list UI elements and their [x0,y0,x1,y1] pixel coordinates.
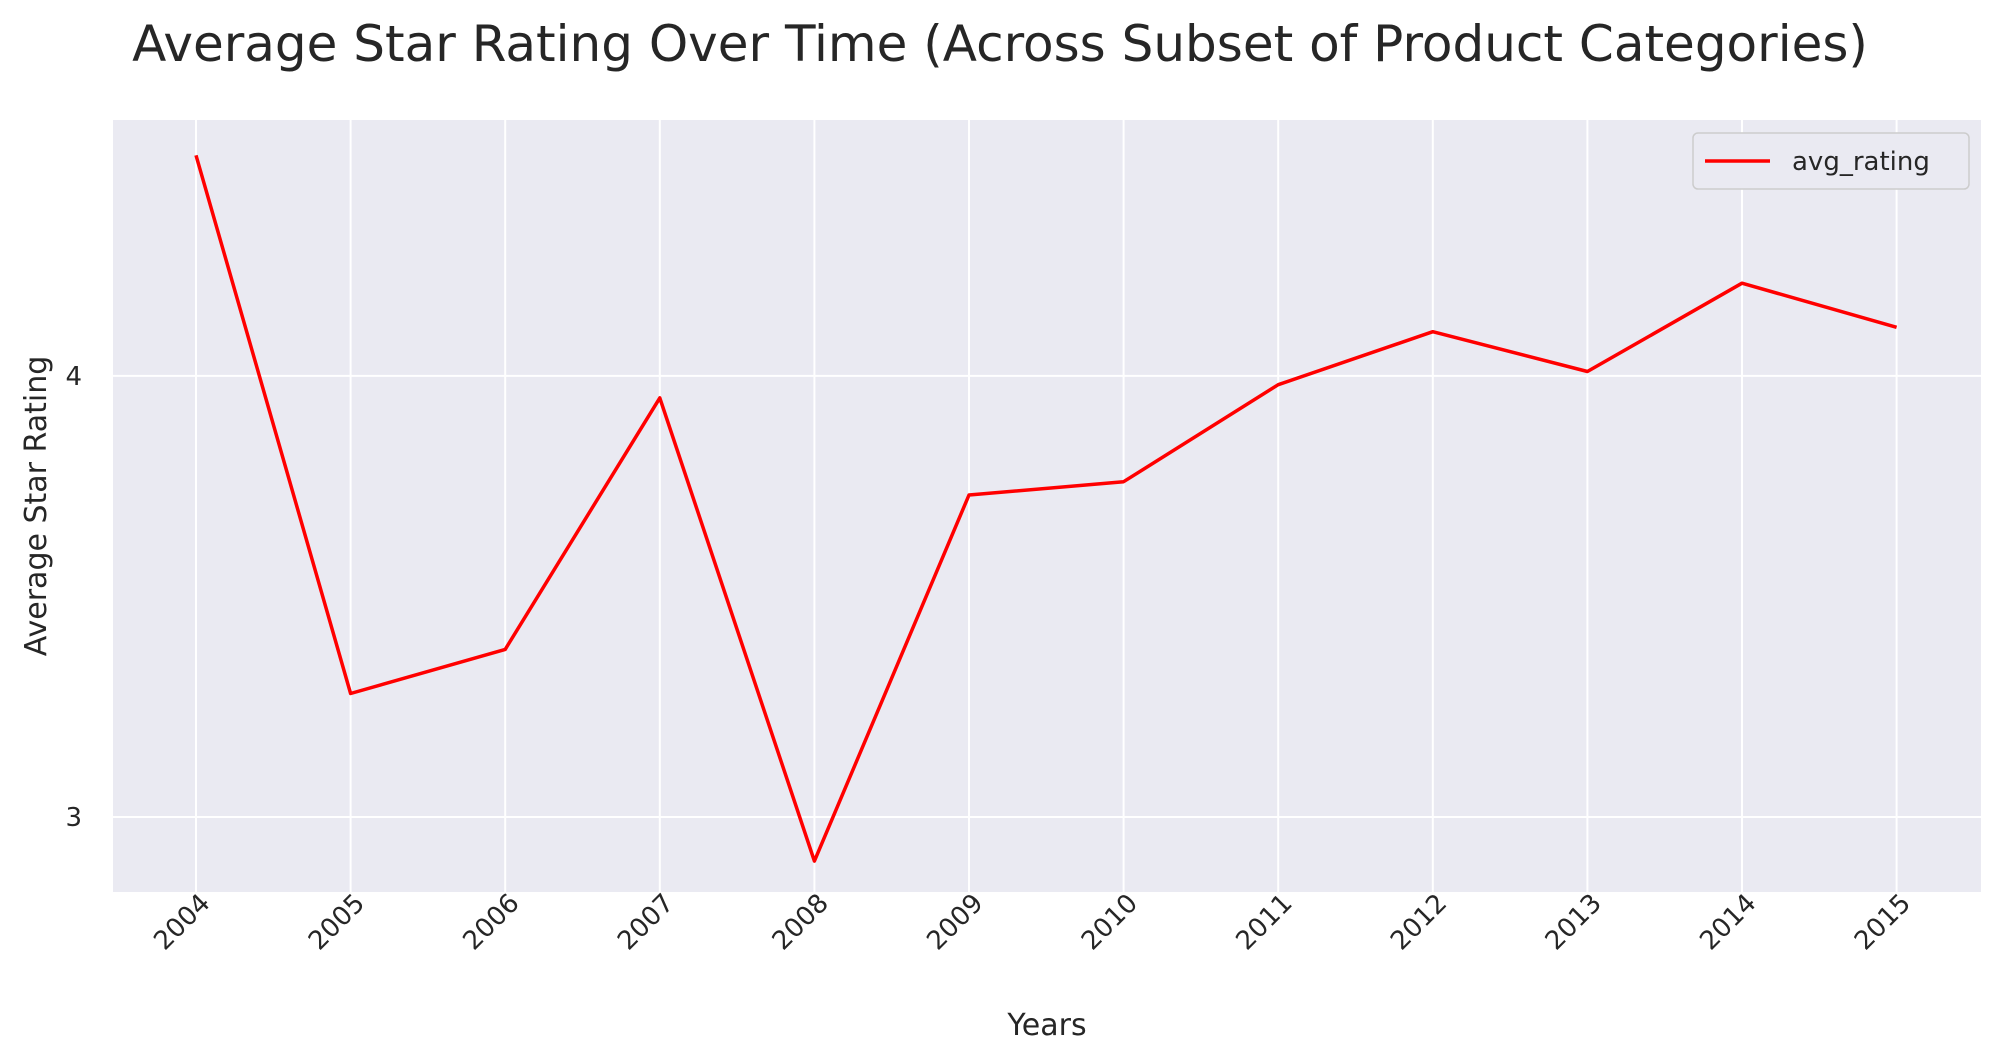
x-tick-label: 2004 [148,888,216,956]
x-tick-label: 2007 [612,888,680,956]
y-gridlines [113,374,1981,819]
x-tick-label: 2008 [767,888,835,956]
y-tick-label: 3 [65,803,82,833]
y-tick-labels: 34 [65,362,82,833]
x-tick-label: 2011 [1231,888,1299,956]
x-tick-label: 2010 [1076,888,1144,956]
series-line-avg_rating [194,154,1898,863]
x-tick-label: 2015 [1849,888,1917,956]
x-tick-label: 2009 [921,888,989,956]
x-tick-label: 2006 [458,888,526,956]
chart-title: Average Star Rating Over Time (Across Su… [132,15,1868,73]
x-axis-label: Years [1006,1008,1086,1043]
x-tick-label: 2005 [303,888,371,956]
x-gridlines [195,120,1898,892]
y-tick-label: 4 [65,362,82,392]
plot-area [113,120,1981,892]
legend-label: avg_rating [1792,147,1930,177]
x-tick-label: 2012 [1385,888,1453,956]
x-tick-label: 2014 [1694,888,1762,956]
legend-box [1692,132,1970,190]
series-layer [194,154,1898,863]
x-tick-labels: 2004 2005 2006 2007 2008 2009 2010 2011 2012 2013… [148,888,1917,956]
x-tick-label: 2013 [1540,888,1608,956]
legend: avg_rating [1692,132,1970,190]
y-axis-label: Average Star Rating [19,356,54,657]
